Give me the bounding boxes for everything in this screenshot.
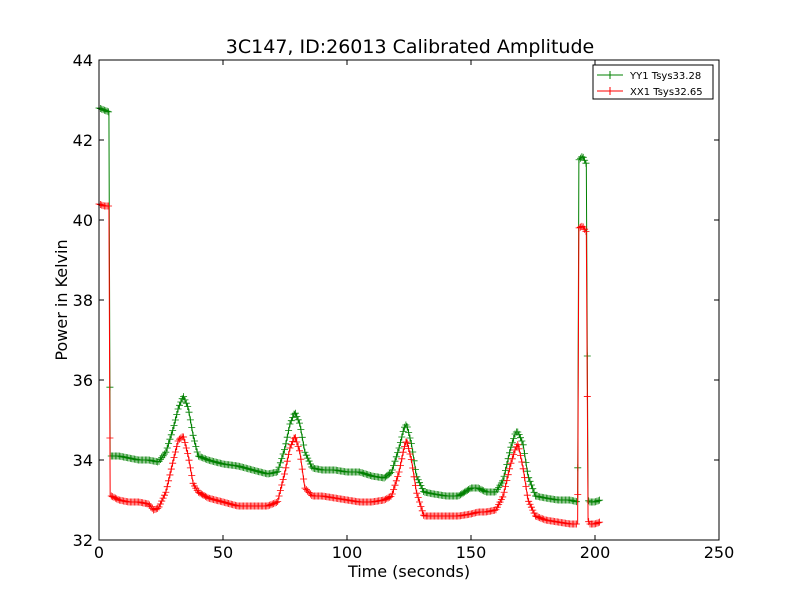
x-tick-label: 150 <box>456 543 487 562</box>
legend-swatch-marker <box>606 87 614 95</box>
y-axis-label: Power in Kelvin <box>52 239 71 360</box>
y-tick-label: 34 <box>73 451 93 470</box>
legend-swatch-marker <box>606 71 614 79</box>
legend: YY1 Tsys33.28 XX1 Tsys32.65 <box>592 64 714 100</box>
series-layer <box>95 104 604 528</box>
y-tick-label: 40 <box>73 211 93 230</box>
chart-title: 3C147, ID:26013 Calibrated Amplitude <box>226 36 594 58</box>
x-tick-label: 0 <box>94 543 104 562</box>
x-tick-label: 100 <box>332 543 363 562</box>
y-tick-label: 44 <box>73 51 93 70</box>
y-tick-label: 38 <box>73 291 93 310</box>
x-tick-label: 50 <box>213 543 233 562</box>
legend-label: XX1 Tsys32.65 <box>630 87 703 98</box>
x-axis-label: Time (seconds) <box>347 562 470 581</box>
y-tick-label: 36 <box>73 371 93 390</box>
x-tick-label: 200 <box>580 543 611 562</box>
ticks-layer: 0 50 100 150 200 250 32 34 36 38 40 42 44 <box>73 51 735 562</box>
legend-box <box>592 64 714 100</box>
legend-label: YY1 Tsys33.28 <box>629 71 701 82</box>
plot-frame <box>98 59 720 541</box>
x-tick-label: 250 <box>704 543 735 562</box>
y-tick-label: 42 <box>73 131 93 150</box>
y-tick-label: 32 <box>73 531 93 550</box>
